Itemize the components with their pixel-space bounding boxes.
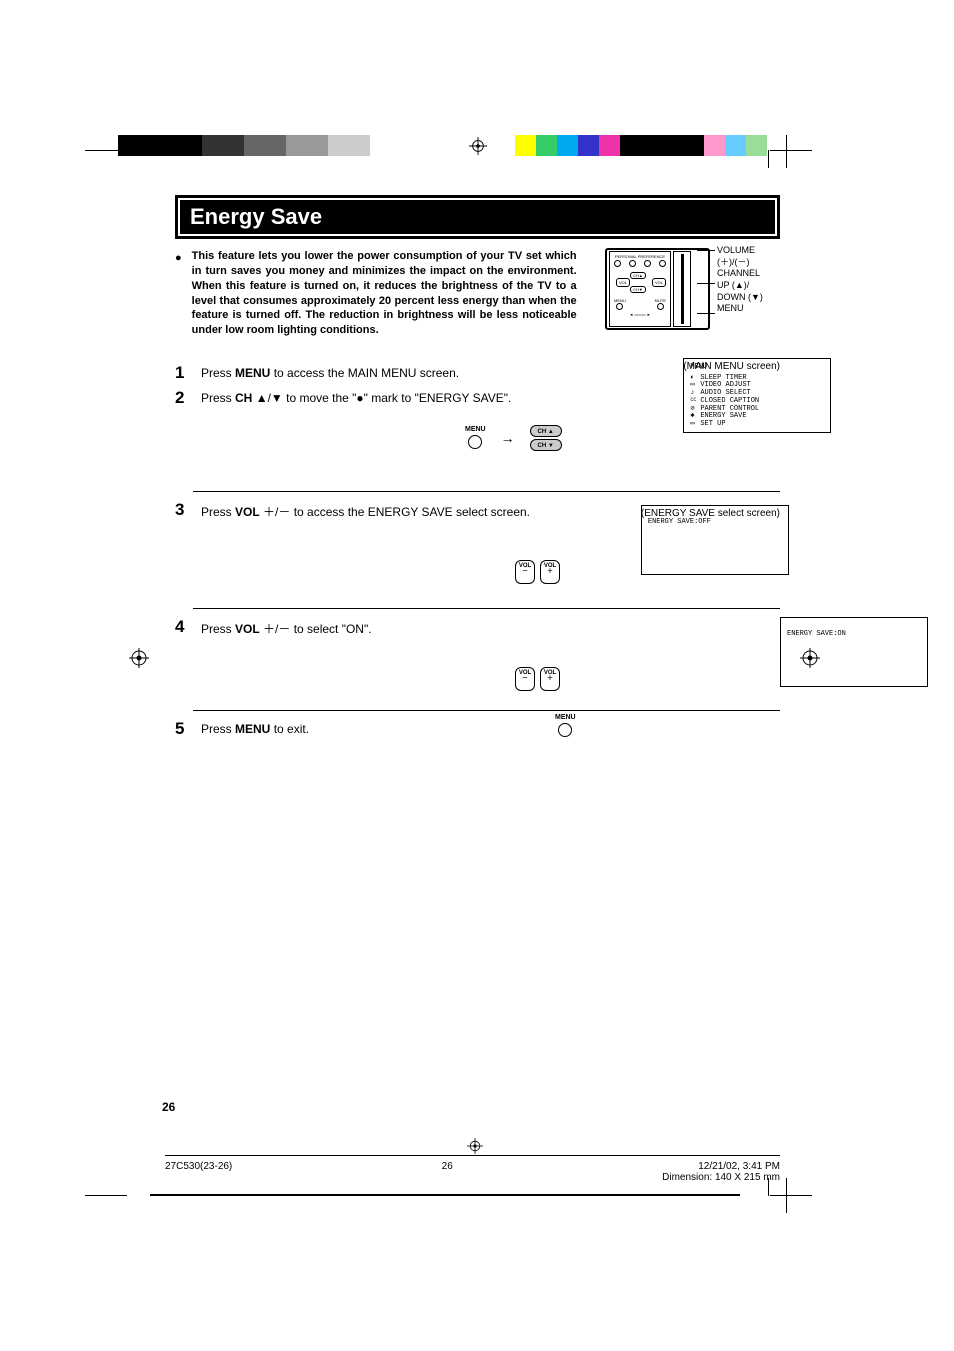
bottom-rule (150, 1194, 740, 1196)
color-bar (515, 135, 767, 156)
crop-mark (786, 1178, 787, 1213)
crop-mark (770, 150, 812, 151)
step-4: 4 Press VOL ＋/－ to select "ON". (175, 617, 780, 637)
vol-plus-button: VOL＋ (540, 667, 560, 691)
crop-mark (768, 150, 769, 168)
print-footer: 27C530(23-26) 26 12/21/02, 3:41 PM Dimen… (165, 1155, 780, 1183)
button-illustration: MENU (555, 714, 576, 739)
step-5: 5 Press MENU to exit. (175, 719, 780, 739)
footer-timestamp: 12/21/02, 3:41 PM (662, 1161, 780, 1172)
menu-button-icon (468, 435, 482, 449)
crop-mark (85, 1195, 127, 1196)
step-divider (193, 608, 780, 609)
registration-mark-icon (467, 1138, 483, 1157)
bullet-icon: ● (175, 252, 182, 338)
manual-page: Energy Save ● This feature lets you lowe… (175, 195, 780, 744)
footer-doc-id: 27C530(23-26) (165, 1161, 232, 1183)
vol-minus-button: VOL－ (515, 560, 535, 584)
energy-save-off-screen: ENERGY SAVE:OFF (ENERGY SAVE select scre… (641, 505, 780, 519)
footer-page: 26 (442, 1161, 453, 1183)
crop-mark (768, 1178, 769, 1196)
ch-up-button: CH ▲ (530, 425, 562, 437)
crop-mark (770, 1195, 812, 1196)
crop-mark (786, 135, 787, 168)
section-title: Energy Save (180, 200, 775, 234)
crop-mark (85, 150, 127, 151)
menu-screen-illustration: MENU ◐SLEEP TIMER ▭VIDEO ADJUST ♪AUDIO S… (683, 358, 780, 372)
vol-minus-button: VOL－ (515, 667, 535, 691)
registration-mark-icon (129, 648, 149, 668)
footer-dimension: Dimension: 140 X 215 mm (662, 1172, 780, 1183)
menu-button-icon (558, 723, 572, 737)
arrow-right-icon: → (501, 430, 515, 446)
section-header: Energy Save (175, 195, 780, 239)
vol-plus-button: VOL＋ (540, 560, 560, 584)
remote-annotation-labels: VOLUME (＋)/(－) CHANNEL UP (▲)/ DOWN (▼) … (717, 245, 763, 315)
grayscale-bar (118, 135, 370, 156)
intro-text: This feature lets you lower the power co… (192, 249, 577, 338)
remote-label: PERSONAL PREFERENCE (610, 254, 670, 259)
step-divider (193, 710, 780, 711)
remote-diagram: PERSONAL PREFERENCE VOL CH▲ CH▼ VOL MENU… (605, 245, 780, 335)
ch-down-button: CH ▼ (530, 439, 562, 451)
registration-mark-icon (469, 137, 487, 155)
step-divider (193, 491, 780, 492)
button-illustration: VOL－ VOL＋ (515, 560, 560, 584)
button-illustration: VOL－ VOL＋ (515, 667, 560, 691)
page-number: 26 (162, 1100, 175, 1114)
button-illustration: MENU → CH ▲ CH ▼ (465, 423, 562, 453)
